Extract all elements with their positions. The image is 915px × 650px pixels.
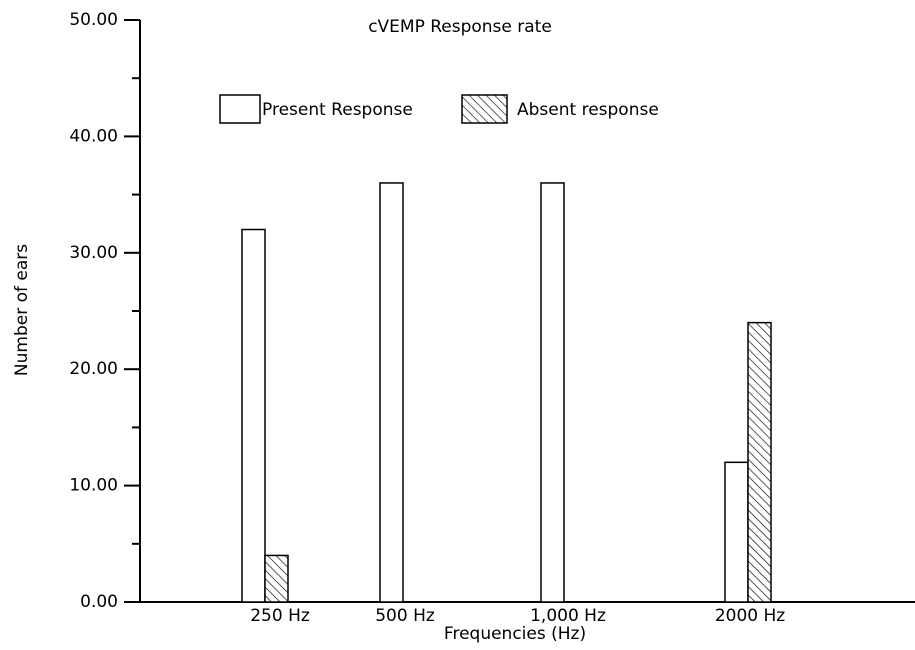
y-axis-label: Number of ears — [12, 244, 32, 376]
y-tick-label: 50.00 — [69, 10, 118, 30]
bar — [747, 321, 772, 603]
y-tick-label: 20.00 — [69, 359, 118, 379]
y-tick-label: 0.00 — [80, 592, 118, 612]
legend-swatch — [219, 94, 261, 124]
y-tick-label: 30.00 — [69, 243, 118, 263]
y-tick-label: 40.00 — [69, 126, 118, 146]
x-tick-label: 1,000 Hz — [530, 606, 606, 626]
bar — [264, 554, 289, 603]
bar — [241, 228, 266, 603]
x-axis-label: Frequencies (Hz) — [444, 624, 586, 644]
y-tick-label: 10.00 — [69, 476, 118, 496]
bar — [540, 182, 565, 603]
bar — [724, 461, 749, 603]
legend-label: Present Response — [262, 100, 413, 120]
x-tick-label: 250 Hz — [250, 606, 310, 626]
legend-swatch — [461, 94, 508, 124]
bar — [379, 182, 404, 603]
chart-title: cVEMP Response rate — [368, 17, 552, 37]
x-tick-label: 500 Hz — [375, 606, 435, 626]
x-tick-label: 2000 Hz — [715, 606, 785, 626]
legend-label: Absent response — [517, 100, 659, 120]
